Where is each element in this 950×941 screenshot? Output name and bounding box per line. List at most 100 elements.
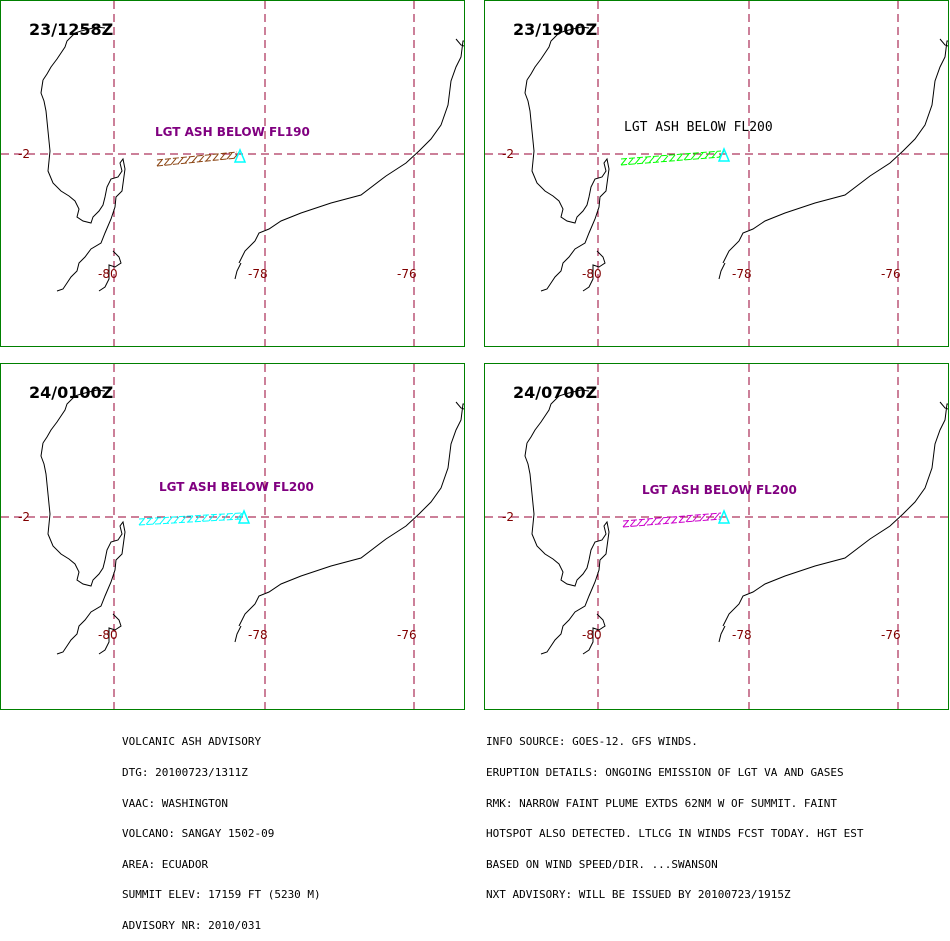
advisory-line: VOLCANIC ASH ADVISORY <box>122 735 262 749</box>
ash-plume-hatch <box>229 513 236 520</box>
ash-plume-hatch <box>711 151 718 159</box>
advisory-line: RMK: NARROW FAINT PLUME EXTDS 62NM W OF … <box>486 796 837 810</box>
ash-plume-hatch <box>662 155 669 162</box>
ash-plume-hatch <box>669 154 676 162</box>
ash-plume-hatch <box>180 516 187 523</box>
ash-plume-hatch <box>138 518 145 526</box>
ash-plume <box>622 512 722 528</box>
ash-plume-hatch <box>215 514 222 521</box>
lat-tick-label: -2 <box>18 147 30 161</box>
advisory-line: NXT ADVISORY: WILL BE ISSUED BY 20100723… <box>486 888 791 902</box>
advisory-line: VAAC: WASHINGTON <box>122 796 228 810</box>
ash-plume-hatch <box>697 152 704 160</box>
forecast-panel-1: 23/1258Z LGT ASH BELOW FL190 -2 -80 -78 … <box>0 0 465 347</box>
ash-plume-hatch <box>173 516 180 524</box>
coastline <box>40 79 126 292</box>
ash-plume-hatch <box>187 515 194 523</box>
ash-label: LGT ASH BELOW FL200 <box>159 480 314 494</box>
coastline <box>455 401 464 410</box>
ash-plume-hatch <box>159 517 166 525</box>
map-canvas-3 <box>1 364 464 709</box>
lat-tick-label: -2 <box>502 147 514 161</box>
coastline <box>42 389 106 444</box>
advisory-right: INFO SOURCE: GOES-12. GFS WINDS. ERUPTIO… <box>486 717 864 911</box>
coastline <box>524 79 610 292</box>
advisory-line: INFO SOURCE: GOES-12. GFS WINDS. <box>486 735 698 749</box>
ash-plume-hatch <box>184 156 191 164</box>
lon-tick-label-80: -80 <box>582 628 602 642</box>
lat-tick-label: -2 <box>18 510 30 524</box>
ash-plume-hatch <box>194 515 201 523</box>
ash-plume-hatch <box>706 513 713 521</box>
advisory-line: ADVISORY NR: 2010/031 <box>122 918 262 932</box>
ash-plume-hatch <box>177 157 184 165</box>
ash-plume-hatch <box>643 518 650 526</box>
advisory-line: DTG: 20100723/1311Z <box>122 766 248 779</box>
coastline <box>939 38 948 47</box>
ash-plume-hatch <box>191 156 198 163</box>
ash-plume-hatch <box>208 514 215 522</box>
ash-plume-hatch <box>641 156 648 164</box>
coastline <box>939 401 948 410</box>
advisory-line: SUMMIT ELEV: 17159 FT (5230 M) <box>122 888 321 902</box>
lon-tick-label-76: -76 <box>397 267 417 281</box>
lon-tick-label-80: -80 <box>98 628 118 642</box>
coastline <box>722 403 948 627</box>
coastline <box>524 442 610 655</box>
ash-plume-hatch <box>650 518 657 526</box>
volcano-marker-icon <box>237 509 251 524</box>
ash-plume-hatch <box>236 512 243 520</box>
ash-plume-edge <box>138 518 242 526</box>
map-canvas-1 <box>1 1 464 346</box>
coastline <box>582 613 606 655</box>
ash-plume-hatch <box>634 157 641 165</box>
volcano-marker-icon <box>717 147 731 162</box>
ash-plume-hatch <box>222 513 229 521</box>
panel-time: 23/1258Z <box>29 20 114 39</box>
ash-plume-hatch <box>145 518 152 525</box>
lon-tick-label-78: -78 <box>248 267 268 281</box>
panel-time: 23/1900Z <box>513 20 598 39</box>
advisory-line: HOTSPOT ALSO DETECTED. LTLCG IN WINDS FC… <box>486 827 864 841</box>
coastline <box>40 442 126 655</box>
ash-label: LGT ASH BELOW FL190 <box>155 125 310 139</box>
lat-tick-label: -2 <box>502 510 514 524</box>
ash-plume-hatch <box>664 517 671 524</box>
ash-plume-edge <box>622 512 722 522</box>
ash-plume-hatch <box>683 153 690 161</box>
ash-plume-hatch <box>152 517 159 525</box>
coastline <box>722 40 948 264</box>
coastline <box>238 403 464 627</box>
lon-tick-label-80: -80 <box>98 267 118 281</box>
ash-plume-hatch <box>166 517 173 524</box>
ash-plume-hatch <box>657 517 664 525</box>
coastline <box>526 389 590 444</box>
coastline <box>718 625 726 643</box>
ash-plume-hatch <box>629 520 636 527</box>
lon-tick-label-76: -76 <box>397 628 417 642</box>
ash-plume-hatch <box>671 516 678 524</box>
ash-plume-hatch <box>699 514 706 522</box>
ash-plume-hatch <box>704 151 711 159</box>
ash-plume-hatch <box>219 153 226 161</box>
coastline <box>42 26 106 81</box>
coastline <box>455 38 464 47</box>
coastline <box>98 250 122 292</box>
forecast-panel-4: 24/0700Z LGT ASH BELOW FL200 -2 -80 -78 … <box>484 363 949 710</box>
ash-plume-hatch <box>212 154 219 161</box>
ash-label: LGT ASH BELOW FL200 <box>642 483 797 497</box>
lon-tick-label-76: -76 <box>881 628 901 642</box>
ash-plume-hatch <box>692 514 699 522</box>
coastline <box>238 40 464 264</box>
advisory-line: BASED ON WIND SPEED/DIR. ...SWANSON <box>486 857 718 871</box>
coastline <box>582 250 606 292</box>
ash-plume <box>156 151 240 167</box>
ash-plume-edge <box>620 156 722 166</box>
lon-tick-label-78: -78 <box>732 267 752 281</box>
ash-plume-edge <box>156 151 238 161</box>
volcano-marker-icon <box>717 509 731 524</box>
ash-plume-edge <box>156 157 238 167</box>
ash-plume-hatch <box>713 513 720 520</box>
ash-plume-hatch <box>201 514 208 522</box>
map-canvas-2 <box>485 1 948 346</box>
